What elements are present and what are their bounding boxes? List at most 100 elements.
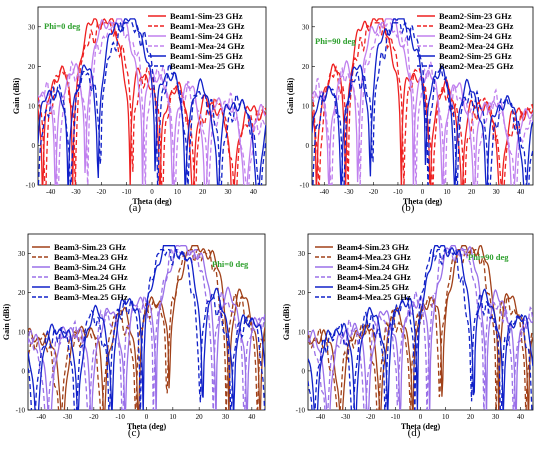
legend-entry: Beam3-Mea.24 GHz [54, 272, 128, 282]
chart-panel: -40 -30 -20 -10 0 10 20 30 40 -10 0 10 20 30 Theta (de… [12, 6, 267, 214]
x-tick-label: -10 [115, 413, 125, 421]
y-tick-label: 0 [32, 142, 36, 150]
x-tick-label: 40 [517, 413, 525, 421]
legend-entry: Beam1-Mea-23 GHz [170, 21, 245, 31]
legend-entry: Beam4-Mea.23 GHz [337, 252, 411, 262]
x-tick-label: -40 [320, 188, 330, 196]
legend-entry: Beam2-Mea-25 GHz [439, 61, 514, 71]
legend-entry: Beam2-Sim-23 GHz [439, 11, 512, 21]
series-group [28, 245, 265, 410]
x-tick-label: -20 [89, 413, 99, 421]
legend-entry: Beam4-Sim.23 GHz [337, 242, 409, 252]
x-tick-label: 30 [225, 188, 233, 196]
x-tick-label: 20 [468, 188, 476, 196]
x-tick-label: -10 [393, 188, 403, 196]
x-tick-label: 20 [467, 413, 475, 421]
y-tick-label: 0 [302, 367, 306, 375]
x-tick-label: 10 [442, 413, 450, 421]
x-tick-label: 30 [493, 188, 501, 196]
y-tick-label: 10 [18, 328, 26, 336]
phi-annotation: Phi=90 deg [468, 252, 509, 262]
y-tick-label: 10 [28, 102, 36, 110]
panel-caption: (a) [129, 202, 142, 214]
y-axis-label: Gain (dBi) [12, 78, 21, 115]
legend-entry: Beam1-Mea-25 GHz [170, 61, 245, 71]
legend-entry: Beam3-Sim.25 GHz [54, 282, 126, 292]
x-axis-label: Theta (deg) [403, 197, 443, 206]
legend-entry: Beam2-Sim-24 GHz [439, 31, 512, 41]
x-tick-label: -30 [341, 413, 351, 421]
phi-annotation: Phi=90 deg [315, 36, 356, 46]
legend-entry: Beam4-Sim.24 GHz [337, 262, 409, 272]
y-tick-label: 20 [28, 63, 36, 71]
x-axis-label: Theta (deg) [127, 422, 167, 431]
series-line [28, 248, 265, 410]
x-tick-label: 10 [444, 188, 452, 196]
legend-entry: Beam1-Sim-25 GHz [170, 51, 243, 61]
chart-panel: -40 -30 -20 -10 0 10 20 30 40 -10 0 10 20 30 Theta (de… [282, 233, 534, 439]
phi-annotation: Phi=0 deg [212, 259, 249, 269]
legend-entry: Beam2-Mea-23 GHz [439, 21, 514, 31]
x-tick-label: -30 [63, 413, 73, 421]
y-tick-label: 30 [28, 23, 36, 31]
x-tick-label: 30 [222, 413, 230, 421]
y-tick-label: 20 [298, 289, 306, 297]
panel-caption: (d) [408, 427, 421, 439]
y-tick-label: 20 [302, 63, 310, 71]
x-tick-label: 0 [419, 413, 423, 421]
legend-entry: Beam2-Sim-25 GHz [439, 51, 512, 61]
y-tick-label: 0 [306, 142, 310, 150]
x-tick-label: 0 [421, 188, 425, 196]
y-axis-label: Gain (dBi) [286, 78, 295, 115]
x-tick-label: -30 [344, 188, 354, 196]
x-tick-label: -10 [122, 188, 132, 196]
series-group [308, 245, 533, 410]
x-tick-label: 0 [150, 188, 154, 196]
y-tick-label: 30 [18, 250, 26, 258]
series-line [308, 245, 533, 410]
series-line [312, 22, 533, 185]
y-tick-label: -10 [26, 182, 36, 190]
y-tick-label: 10 [298, 328, 306, 336]
x-tick-label: 0 [145, 413, 149, 421]
x-tick-label: -40 [46, 188, 56, 196]
x-tick-label: 10 [174, 188, 182, 196]
y-tick-label: 10 [302, 102, 310, 110]
y-tick-label: 0 [22, 367, 26, 375]
x-tick-label: -40 [316, 413, 326, 421]
y-tick-label: -10 [296, 407, 306, 415]
x-tick-label: -20 [366, 413, 376, 421]
legend-entry: Beam4-Sim.25 GHz [337, 282, 409, 292]
legend-entry: Beam4-Mea.25 GHz [337, 292, 411, 302]
legend-entry: Beam3-Mea.25 GHz [54, 292, 128, 302]
legend-entry: Beam4-Mea.24 GHz [337, 272, 411, 282]
x-tick-label: 40 [517, 188, 525, 196]
y-tick-label: 30 [298, 250, 306, 258]
x-tick-label: 40 [248, 413, 256, 421]
panel-caption: (c) [128, 427, 141, 439]
legend-entry: Beam1-Sim-24 GHz [170, 31, 243, 41]
y-tick-label: 30 [302, 23, 310, 31]
y-tick-label: 20 [18, 289, 26, 297]
legend-entry: Beam3-Sim.24 GHz [54, 262, 126, 272]
y-tick-label: -10 [300, 182, 310, 190]
x-tick-label: -20 [97, 188, 107, 196]
legend-entry: Beam3-Mea.23 GHz [54, 252, 128, 262]
series-line [312, 18, 533, 185]
legend-entry: Beam1-Mea-24 GHz [170, 41, 245, 51]
legend-entry: Beam1-Sim-23 GHz [170, 11, 243, 21]
x-tick-label: 10 [169, 413, 177, 421]
x-tick-label: -40 [36, 413, 46, 421]
y-tick-label: -10 [16, 407, 26, 415]
x-axis-label: Theta (deg) [401, 422, 441, 431]
legend-entry: Beam3-Sim.23 GHz [54, 242, 126, 252]
x-tick-label: -20 [369, 188, 379, 196]
chart-panel: -40 -30 -20 -10 0 10 20 30 40 -10 0 10 20 30 Theta (de… [286, 6, 534, 214]
x-tick-label: 30 [492, 413, 500, 421]
phi-annotation: Phi=0 deg [44, 21, 81, 31]
